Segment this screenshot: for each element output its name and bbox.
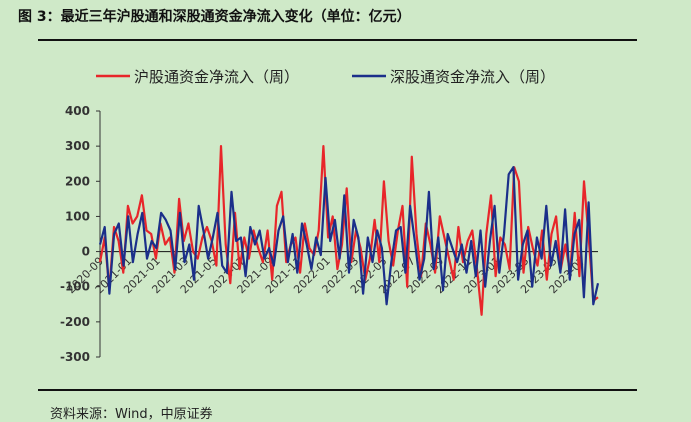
y-tick-label: -200 bbox=[60, 315, 90, 329]
chart-area: 沪股通资金净流入（周） 深股通资金净流入（周） 400 300 200 100 0 -100… bbox=[60, 68, 600, 364]
y-tick-label: 400 bbox=[65, 104, 90, 118]
y-tick-label: 100 bbox=[65, 209, 90, 223]
y-tick-label: 0 bbox=[82, 245, 90, 259]
legend: 沪股通资金净流入（周） 深股通资金净流入（周） bbox=[96, 68, 555, 86]
y-tick-label: -100 bbox=[60, 280, 90, 294]
series-line-sz bbox=[98, 166, 600, 306]
series-lines bbox=[98, 145, 600, 316]
y-axis: 400 300 200 100 0 -100 -200 -300 bbox=[60, 104, 598, 364]
legend-label: 深股通资金净流入（周） bbox=[390, 68, 555, 86]
y-tick-label: 300 bbox=[65, 139, 90, 153]
bottom-rule bbox=[38, 389, 637, 391]
legend-label: 沪股通资金净流入（周） bbox=[134, 68, 299, 86]
y-tick-label: 200 bbox=[65, 174, 90, 188]
y-tick-label: -300 bbox=[60, 350, 90, 364]
figure-title: 图 3：最近三年沪股通和深股通资金净流入变化（单位：亿元） bbox=[18, 9, 411, 25]
top-rule bbox=[38, 39, 637, 41]
